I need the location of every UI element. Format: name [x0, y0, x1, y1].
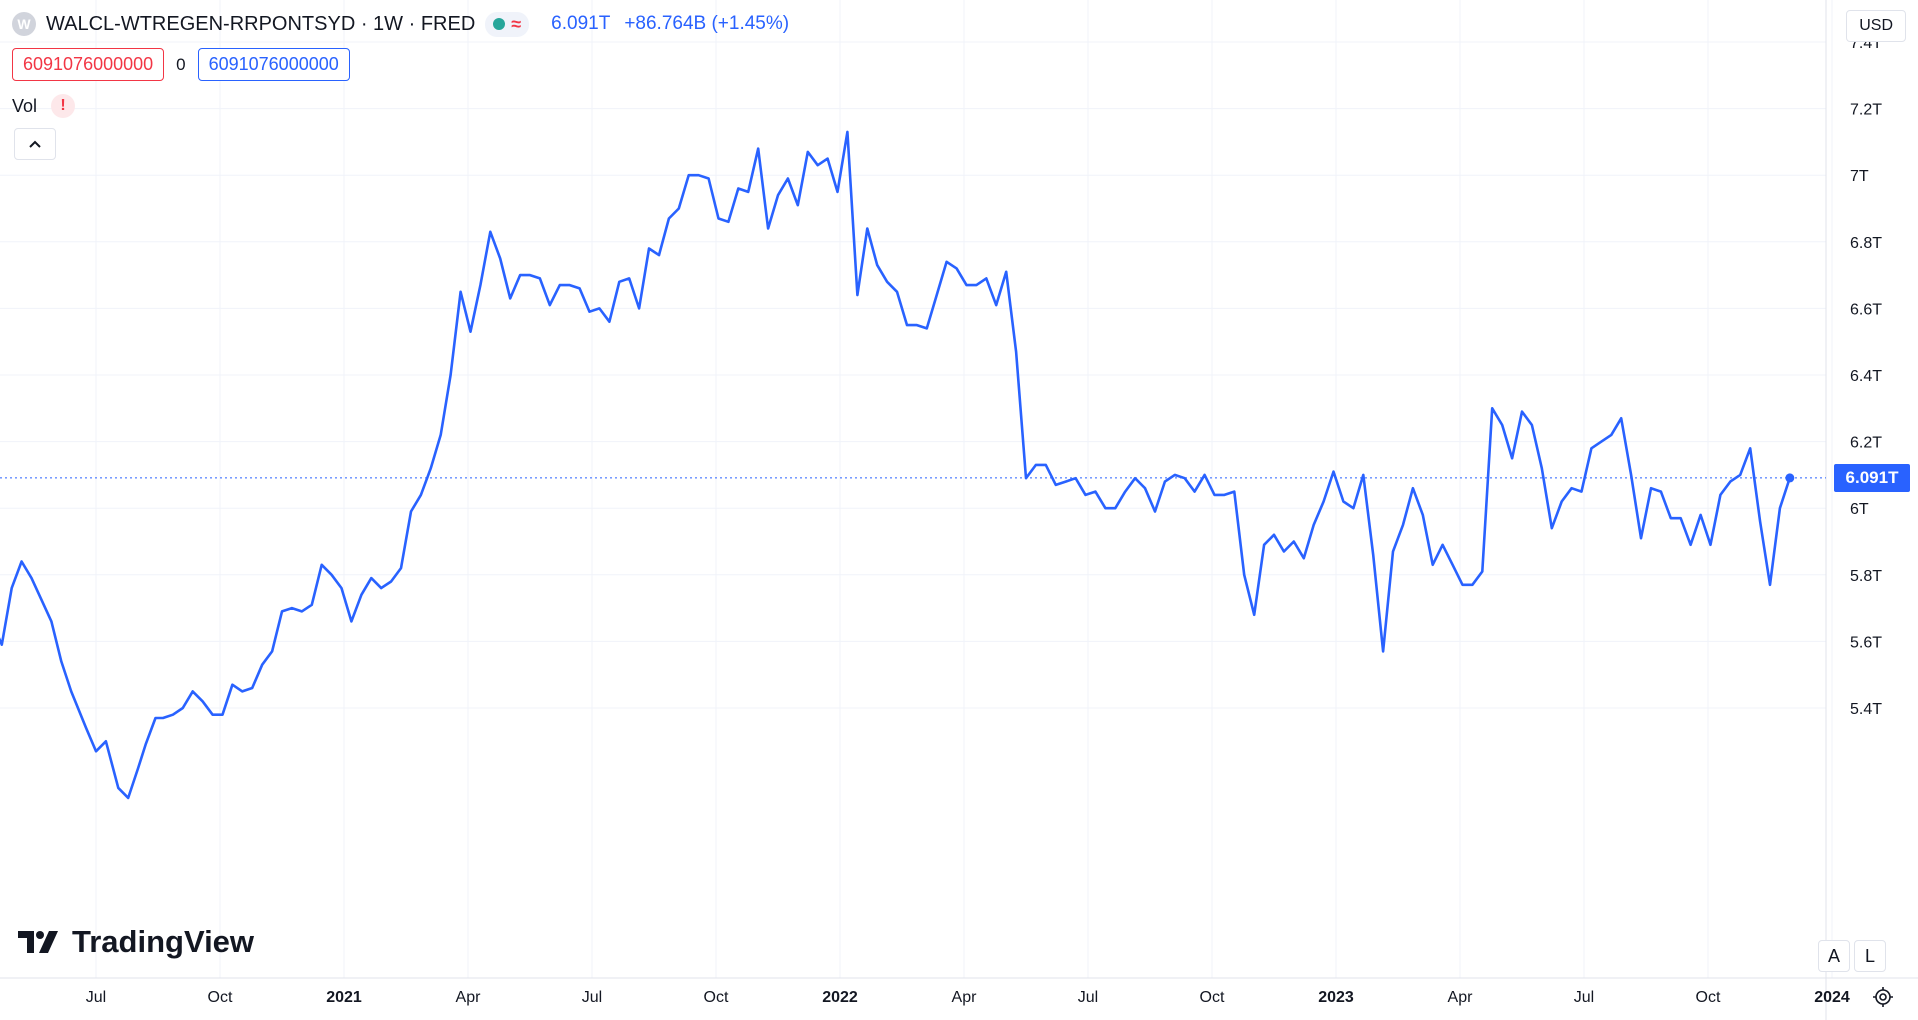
y-tick-label: 6.6T [1850, 301, 1882, 318]
tradingview-logo[interactable]: TradingView [18, 924, 254, 960]
y-tick-label: 7.2T [1850, 102, 1882, 119]
volume-indicator[interactable]: Vol ! [12, 94, 76, 118]
y-tick-label: 5.8T [1850, 568, 1882, 585]
volume-label: Vol [12, 95, 38, 116]
value-change: +86.764B (+1.45%) [624, 13, 790, 34]
market-status-icon [493, 18, 506, 30]
x-tick-label: Apr [1448, 989, 1474, 1006]
collapse-legend-button[interactable] [14, 128, 56, 160]
value-zero: 0 [176, 54, 186, 74]
x-tick-label: 2023 [1318, 989, 1354, 1006]
x-tick-label: Oct [208, 989, 233, 1006]
series-line [0, 130, 1792, 800]
legend-values: 6091076000000 0 6091076000000 [12, 48, 350, 81]
y-tick-label: 6T [1850, 501, 1869, 518]
chart-header: W WALCL-WTREGEN-RRPONTSYD · 1W · FRED ≈ … [12, 10, 789, 38]
last-point [1785, 473, 1795, 483]
x-tick-label: Jul [1078, 989, 1098, 1006]
tradingview-logo-icon [18, 931, 58, 953]
y-tick-label: 6.8T [1850, 235, 1882, 252]
value-box-red[interactable]: 6091076000000 [12, 48, 165, 81]
value-box-blue[interactable]: 6091076000000 [197, 48, 350, 81]
chevron-up-icon [29, 140, 41, 148]
y-tick-label: 7T [1850, 168, 1869, 185]
grid-lines [0, 0, 1833, 978]
x-tick-label: Oct [1200, 989, 1225, 1006]
time-axis[interactable]: AprJulOct2021AprJulOct2022AprJulOct2023A… [0, 989, 1850, 1006]
symbol-icon: W [12, 12, 36, 36]
last-price-badge: 6.091T [1834, 463, 1910, 492]
last-value: 6.091T [551, 13, 611, 34]
x-tick-label: 2022 [822, 989, 858, 1006]
log-scale-button[interactable]: L [1854, 940, 1886, 972]
logo-text: TradingView [72, 924, 255, 959]
x-tick-label: Oct [1696, 989, 1721, 1006]
y-tick-label: 5.6T [1850, 634, 1882, 651]
auto-scale-button[interactable]: A [1818, 940, 1850, 972]
x-tick-label: Jul [582, 989, 602, 1006]
x-tick-label: Apr [456, 989, 482, 1006]
x-tick-label: Jul [1574, 989, 1594, 1006]
x-tick-label: 2021 [326, 989, 362, 1006]
data-delay-icon: ≈ [511, 13, 522, 34]
settings-icon[interactable] [1868, 982, 1898, 1012]
status-pill[interactable]: ≈ [485, 11, 530, 37]
gear-icon [1873, 987, 1893, 1007]
y-tick-label: 6.2T [1850, 435, 1882, 452]
currency-selector[interactable]: USD [1846, 10, 1906, 42]
x-tick-label: Apr [952, 989, 978, 1006]
x-tick-label: Jul [86, 989, 106, 1006]
warning-icon[interactable]: ! [51, 94, 76, 118]
y-tick-label: 6.4T [1850, 368, 1882, 385]
symbol-title[interactable]: WALCL-WTREGEN-RRPONTSYD · 1W · FRED [46, 12, 476, 35]
x-tick-label: Oct [704, 989, 729, 1006]
x-tick-label: 2024 [1814, 989, 1850, 1006]
y-tick-label: 5.4T [1850, 701, 1882, 718]
